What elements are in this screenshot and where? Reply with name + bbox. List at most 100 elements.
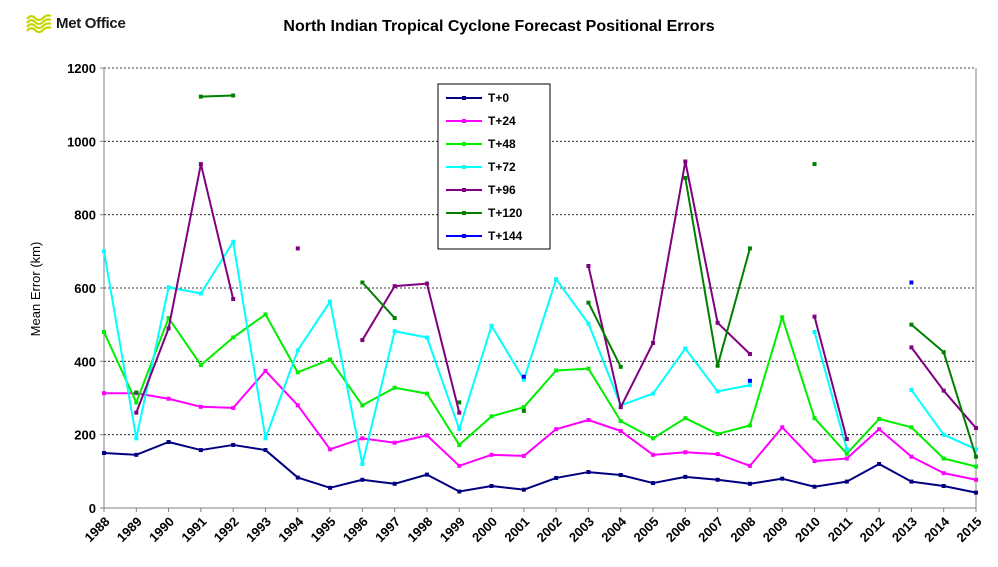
data-point bbox=[618, 473, 623, 477]
series-t-plus-0 bbox=[102, 440, 978, 495]
data-point bbox=[618, 419, 623, 424]
data-point bbox=[618, 364, 623, 369]
data-point bbox=[715, 389, 720, 394]
data-point bbox=[166, 285, 171, 290]
series-t-plus-72 bbox=[102, 239, 978, 466]
legend-label: T+120 bbox=[488, 206, 523, 220]
data-point bbox=[651, 436, 656, 441]
y-tick-label: 1000 bbox=[67, 134, 96, 149]
data-point bbox=[812, 162, 817, 167]
data-point bbox=[715, 363, 720, 368]
data-point bbox=[586, 418, 591, 422]
data-point bbox=[715, 320, 720, 325]
legend-label: T+0 bbox=[488, 91, 509, 105]
data-point bbox=[134, 452, 139, 457]
data-point bbox=[328, 485, 333, 490]
data-point bbox=[683, 159, 688, 164]
x-tick-label: 1994 bbox=[275, 513, 307, 545]
data-point bbox=[102, 330, 106, 334]
data-point bbox=[231, 405, 236, 410]
data-point bbox=[651, 452, 656, 457]
legend-label: T+144 bbox=[488, 229, 523, 243]
data-point bbox=[102, 249, 106, 254]
x-tick-label: 2007 bbox=[695, 514, 726, 545]
data-point bbox=[683, 450, 688, 455]
x-tick-label: 2004 bbox=[598, 513, 630, 545]
data-point bbox=[166, 326, 171, 331]
data-point bbox=[618, 429, 623, 433]
data-point bbox=[651, 341, 656, 345]
data-point bbox=[747, 352, 752, 356]
data-point bbox=[392, 329, 397, 334]
series-t-plus-48 bbox=[102, 312, 978, 469]
data-point bbox=[941, 388, 946, 393]
series-line bbox=[813, 316, 848, 440]
series-line bbox=[361, 281, 396, 319]
series-line bbox=[104, 369, 977, 481]
data-point bbox=[295, 348, 300, 353]
data-point bbox=[134, 436, 139, 441]
legend-label: T+48 bbox=[488, 137, 516, 151]
x-tick-label: 1993 bbox=[243, 514, 274, 545]
data-point bbox=[263, 312, 268, 317]
legend-item: T+144 bbox=[446, 229, 523, 243]
data-point bbox=[360, 462, 365, 466]
x-tick-label: 1998 bbox=[404, 514, 435, 545]
legend-item: T+24 bbox=[446, 114, 516, 128]
x-tick-labels: 1988 1989 1990 1991 1992 1993 1994 1995 1996 1997… bbox=[81, 513, 984, 545]
data-point bbox=[198, 162, 203, 167]
data-point bbox=[489, 414, 494, 419]
data-point bbox=[909, 345, 914, 350]
data-point bbox=[489, 323, 494, 328]
legend-marker bbox=[462, 234, 466, 238]
legend-label: T+96 bbox=[488, 183, 516, 197]
data-point bbox=[909, 425, 914, 430]
data-point bbox=[586, 366, 591, 371]
axes bbox=[100, 67, 977, 512]
data-point bbox=[909, 322, 914, 327]
data-point bbox=[295, 403, 300, 408]
x-tick-label: 1999 bbox=[437, 514, 468, 545]
data-point bbox=[812, 484, 817, 489]
x-tick-label: 2015 bbox=[953, 514, 984, 545]
data-point bbox=[166, 316, 171, 321]
data-point bbox=[457, 442, 462, 447]
data-point bbox=[909, 479, 914, 484]
data-point bbox=[166, 396, 171, 401]
data-point bbox=[392, 284, 397, 289]
data-point bbox=[521, 374, 526, 379]
data-point bbox=[844, 456, 849, 461]
data-point bbox=[715, 452, 720, 457]
data-point bbox=[683, 474, 688, 479]
data-point bbox=[134, 400, 139, 405]
x-tick-label: 2009 bbox=[760, 514, 791, 545]
data-point bbox=[909, 454, 914, 459]
series-line bbox=[910, 346, 977, 429]
data-point bbox=[295, 246, 300, 251]
legend-marker bbox=[462, 142, 466, 146]
data-point bbox=[941, 484, 946, 488]
x-tick-label: 1992 bbox=[211, 514, 242, 545]
legend-marker bbox=[462, 211, 466, 215]
series-t-plus-144 bbox=[521, 280, 914, 383]
data-point bbox=[521, 487, 526, 492]
x-tick-label: 2001 bbox=[501, 514, 532, 545]
data-point bbox=[134, 390, 139, 395]
x-tick-label: 1991 bbox=[178, 514, 209, 545]
data-point bbox=[909, 280, 914, 285]
x-tick-label: 1996 bbox=[340, 514, 371, 545]
series-line bbox=[200, 94, 234, 98]
x-tick-label: 2002 bbox=[534, 514, 565, 545]
data-point bbox=[231, 335, 236, 340]
data-point bbox=[715, 431, 720, 436]
x-tick-label: 1995 bbox=[308, 514, 339, 545]
legend-item: T+48 bbox=[446, 137, 516, 151]
series-line bbox=[103, 441, 977, 494]
data-point bbox=[554, 427, 559, 432]
data-point bbox=[360, 338, 365, 343]
data-point bbox=[747, 463, 752, 468]
data-point bbox=[198, 448, 203, 453]
data-point bbox=[586, 264, 591, 268]
x-tick-label: 1988 bbox=[81, 514, 112, 545]
legend-item: T+0 bbox=[446, 91, 509, 105]
